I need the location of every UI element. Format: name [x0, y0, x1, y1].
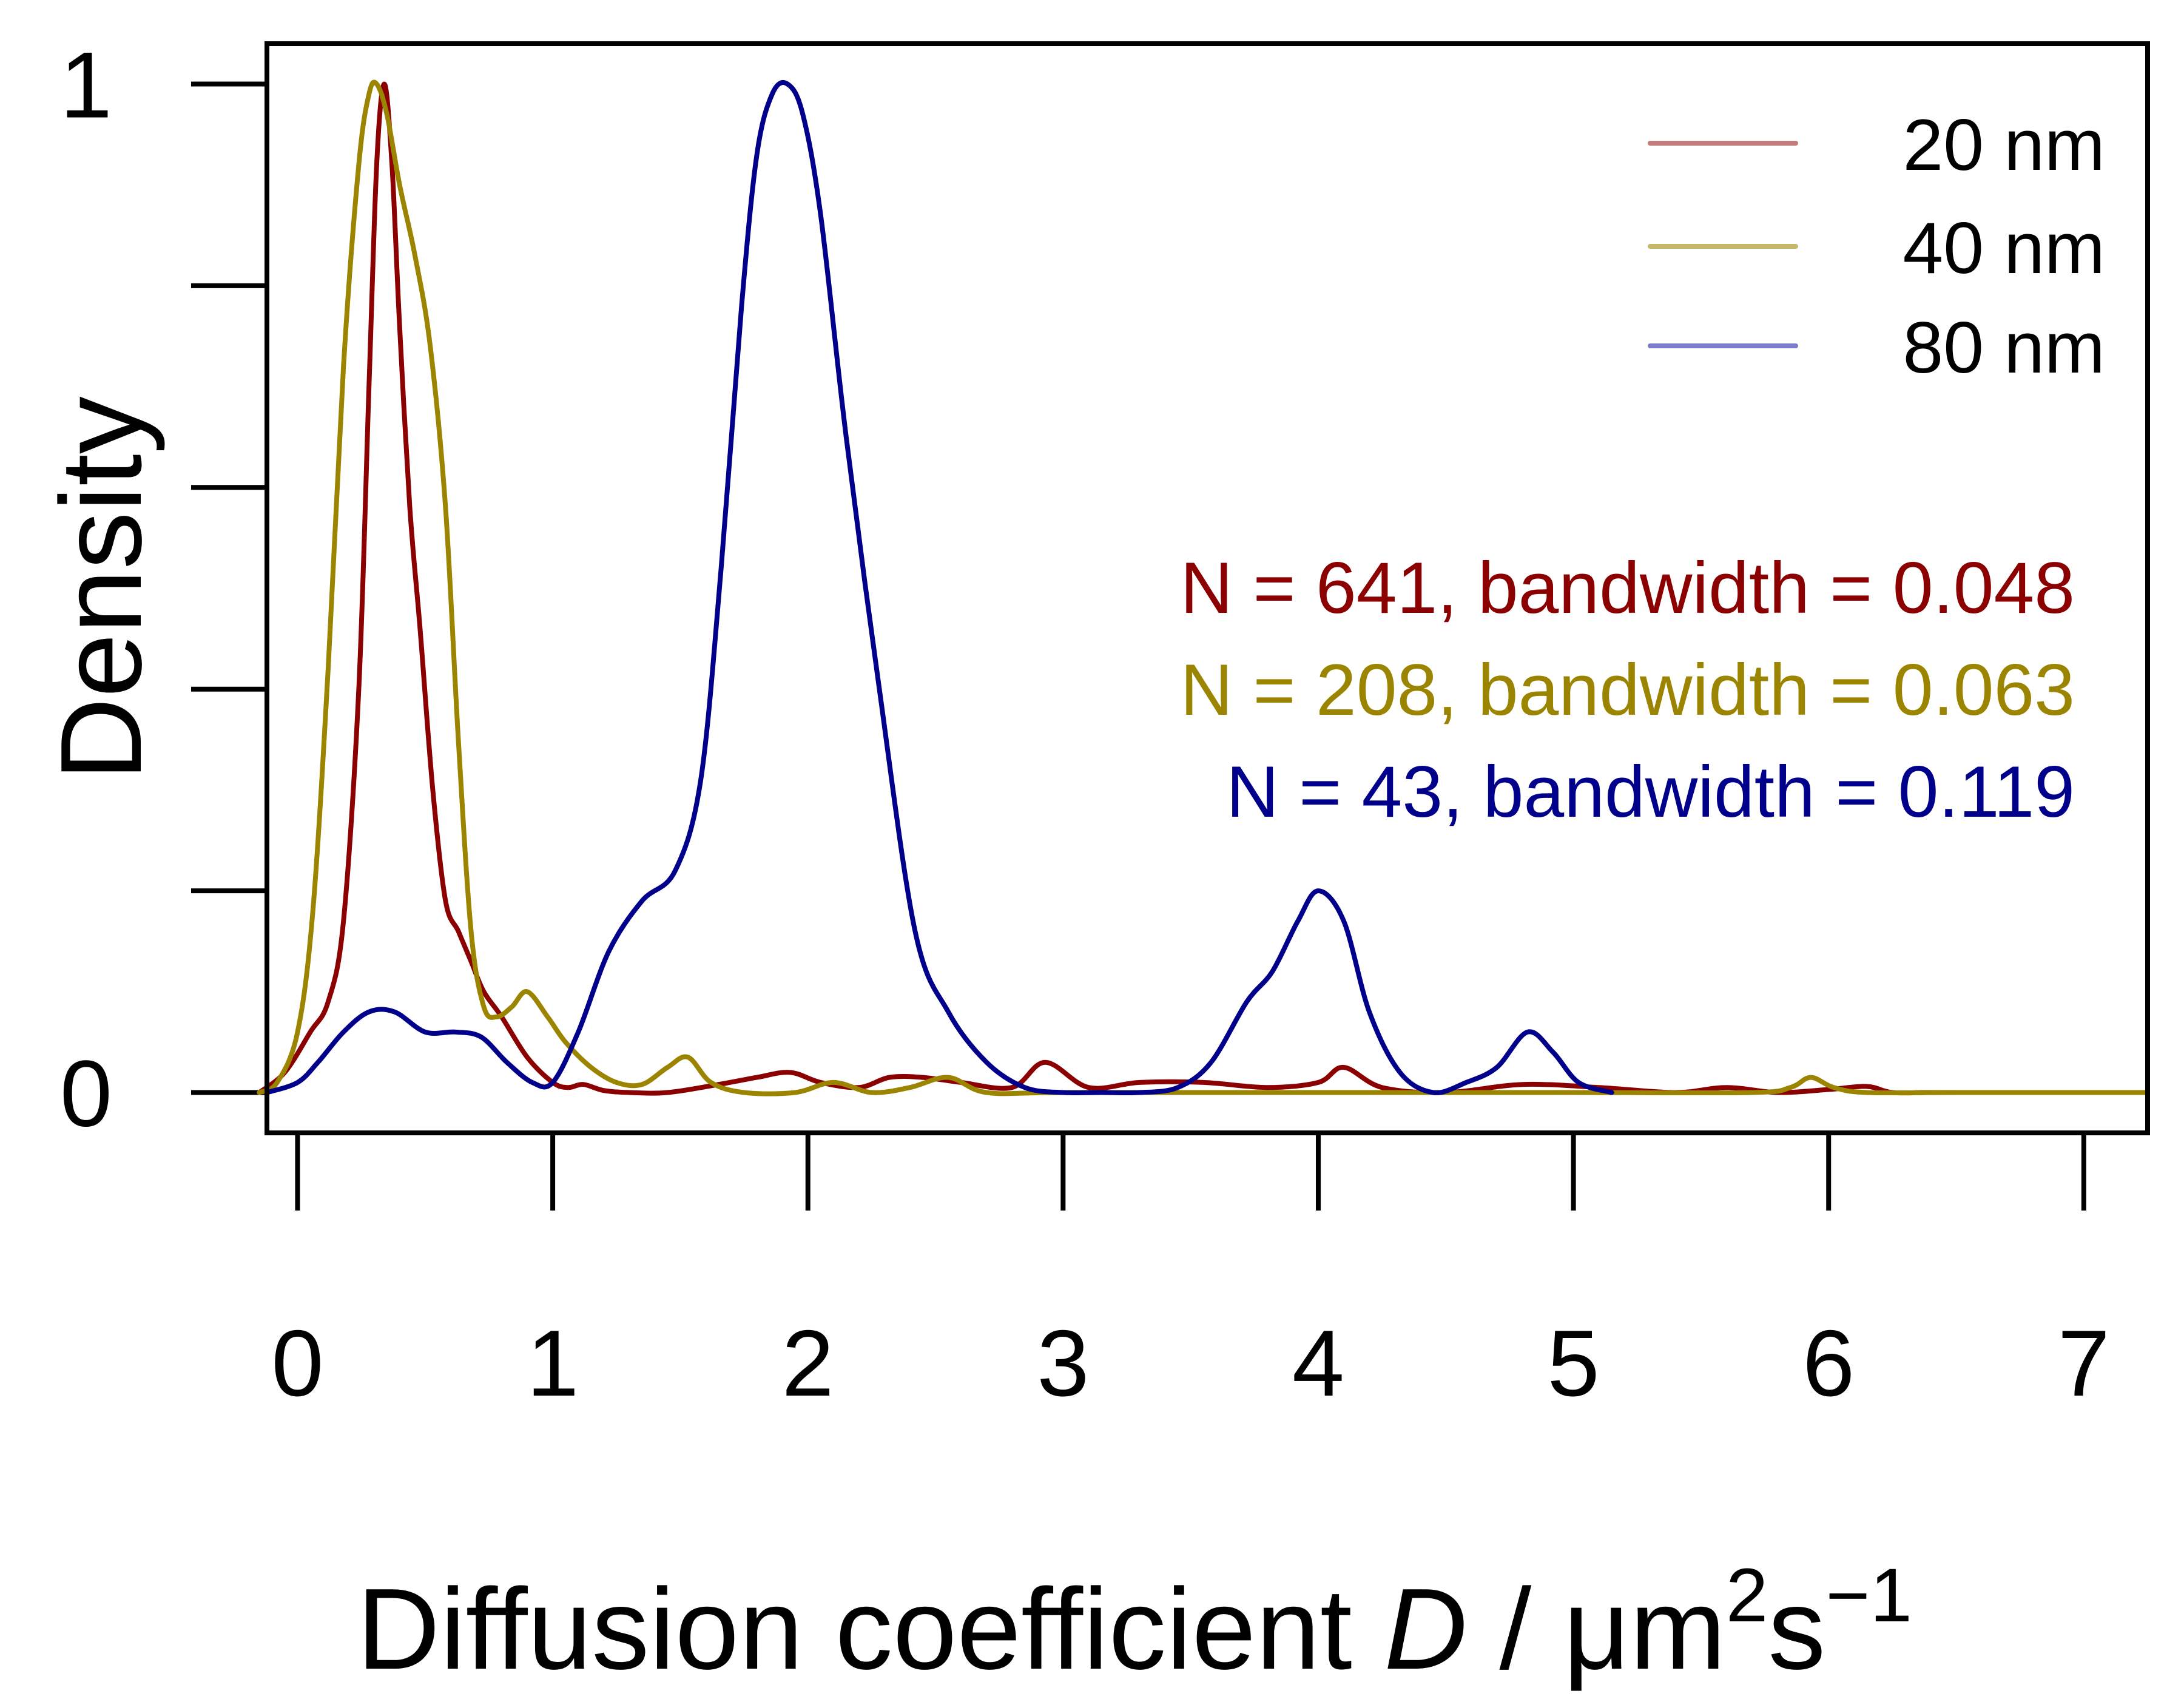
x-axis-title: Diffusion coefficient D / μm2s−1 [357, 1553, 1912, 1694]
legend-label-20nm: 20 nm [1903, 104, 2105, 186]
x-tick-label-3: 3 [1037, 1311, 1089, 1416]
annotation-20nm: N = 641, bandwidth = 0.048 [1181, 547, 2075, 629]
ticks-layer: 0 1 0 1 2 3 4 5 6 7 [60, 32, 2110, 1416]
x-axis-title-sup-neg1: −1 [1825, 1553, 1912, 1638]
annotation-40nm: N = 208, bandwidth = 0.063 [1181, 649, 2075, 731]
y-axis-title: Density [37, 396, 166, 781]
legend-label-80nm: 80 nm [1903, 307, 2105, 388]
x-axis-title-sup-2: 2 [1726, 1553, 1768, 1638]
plot-frame [265, 41, 2150, 1135]
legend: 20 nm 40 nm 80 nm [1648, 104, 2105, 388]
bandwidth-annotations: N = 641, bandwidth = 0.048 N = 208, band… [1181, 547, 2075, 833]
series-line-40nm [257, 79, 2150, 1096]
x-tick-label-6: 6 [1802, 1311, 1855, 1416]
x-tick-label-4: 4 [1292, 1311, 1344, 1416]
annotation-80nm: N = 43, bandwidth = 0.119 [1226, 751, 2075, 833]
x-tick-label-7: 7 [2058, 1311, 2110, 1416]
series-line-80nm [265, 80, 1614, 1096]
x-axis-title-variable: D [1384, 1565, 1468, 1694]
x-tick-label-0: 0 [271, 1311, 323, 1416]
x-axis-title-unit: / μm [1468, 1565, 1726, 1694]
y-tick-label-0: 0 [60, 1041, 112, 1146]
series-line-20nm [257, 81, 2150, 1096]
x-axis-title-s: s [1768, 1565, 1825, 1694]
x-tick-label-5: 5 [1547, 1311, 1599, 1416]
x-tick-label-2: 2 [782, 1311, 834, 1416]
x-tick-label-1: 1 [527, 1311, 579, 1416]
legend-label-40nm: 40 nm [1903, 208, 2105, 289]
x-axis-title-prefix: Diffusion coefficient [357, 1565, 1384, 1694]
series-layer [257, 79, 2150, 1096]
y-tick-label-5: 1 [60, 32, 112, 137]
